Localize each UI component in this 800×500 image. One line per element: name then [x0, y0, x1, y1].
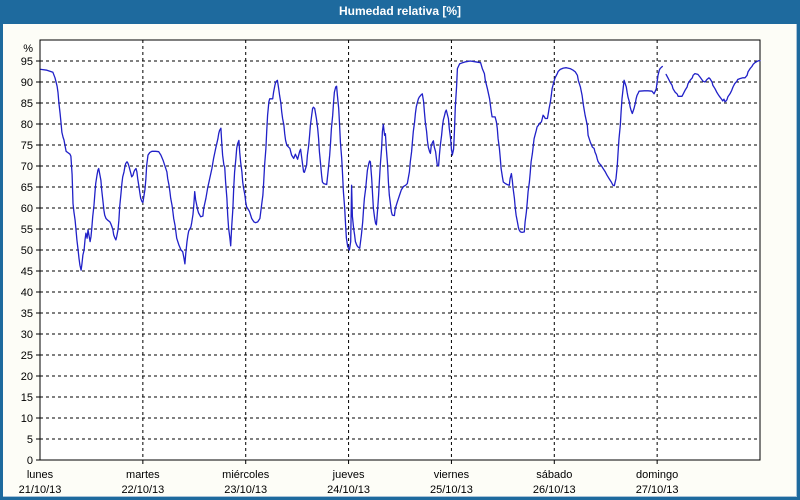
y-tick-label: 30 [21, 329, 33, 341]
y-tick-label: 0 [27, 455, 33, 467]
y-tick-label: 5 [27, 434, 33, 446]
x-day-label: martes [126, 469, 160, 481]
y-tick-label: 50 [21, 245, 33, 257]
y-tick-label: 10 [21, 413, 33, 425]
x-date-label: 23/10/13 [224, 484, 267, 496]
chart-title: Humedad relativa [%] [338, 3, 462, 18]
x-date-label: 22/10/13 [121, 484, 164, 496]
x-date-label: 27/10/13 [636, 484, 679, 496]
y-tick-label: 90 [21, 77, 33, 89]
y-tick-label: 15 [21, 392, 33, 404]
y-tick-label: 40 [21, 287, 33, 299]
x-date-label: 24/10/13 [327, 484, 370, 496]
chart-content-area: 0 5 10 15 20 25 30 35 40 45 50 55 60 65 70 75 80 85 90 95% l… [3, 24, 797, 497]
humidity-line-segment [40, 60, 663, 271]
title-bar: Humedad relativa [%] [0, 0, 800, 21]
y-tick-label: 60 [21, 203, 33, 215]
y-tick-label: 85 [21, 98, 33, 110]
x-day-label: domingo [636, 469, 678, 481]
y-axis-unit-label: % [23, 43, 33, 55]
y-tick-label: 45 [21, 266, 33, 278]
x-day-label: jueves [332, 469, 365, 481]
y-tick-label: 55 [21, 224, 33, 236]
humidity-line-segment [665, 59, 761, 103]
y-tick-label: 95 [21, 56, 33, 68]
y-tick-label: 65 [21, 182, 33, 194]
y-tick-label: 70 [21, 161, 33, 173]
y-tick-label: 35 [21, 308, 33, 320]
x-date-label: 25/10/13 [430, 484, 473, 496]
y-tick-label: 80 [21, 119, 33, 131]
x-day-label: lunes [27, 469, 54, 481]
x-date-label: 26/10/13 [533, 484, 576, 496]
y-tick-label: 25 [21, 350, 33, 362]
humidity-line-chart: 0 5 10 15 20 25 30 35 40 45 50 55 60 65 70 75 80 85 90 95% l… [19, 39, 761, 496]
x-date-label: 21/10/13 [19, 484, 62, 496]
x-day-label: sábado [536, 469, 572, 481]
y-tick-label: 75 [21, 140, 33, 152]
x-day-label: miércoles [222, 469, 270, 481]
y-tick-label: 20 [21, 371, 33, 383]
x-day-label: viernes [434, 469, 470, 481]
